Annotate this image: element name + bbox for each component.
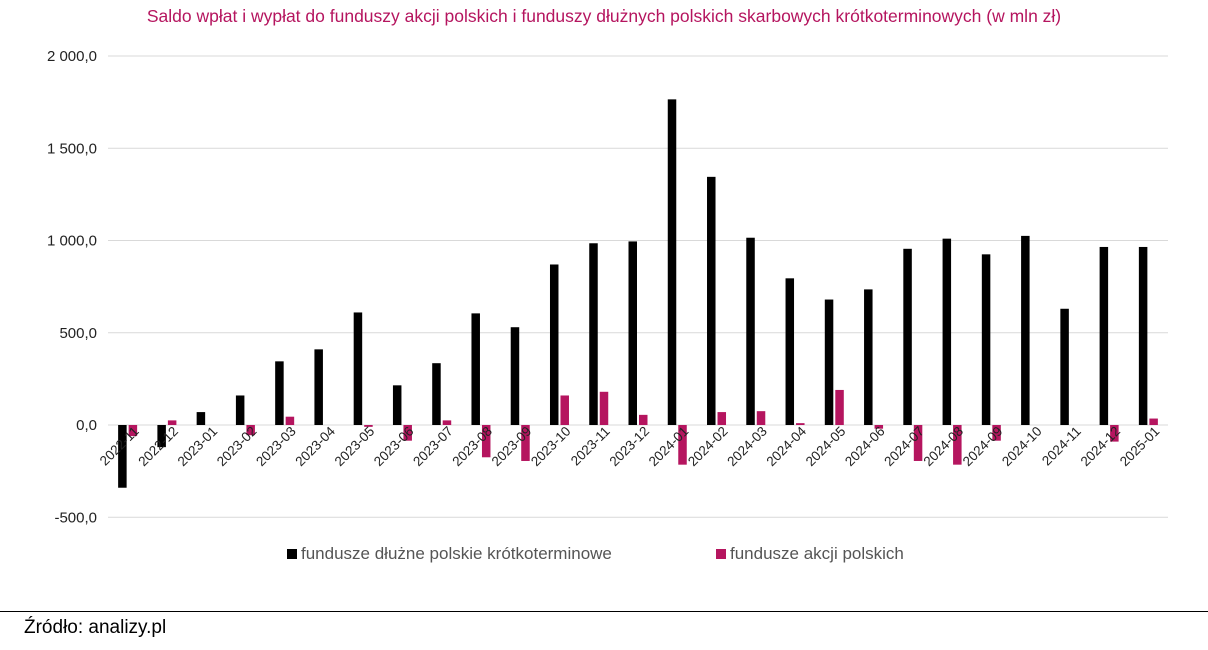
bar-equity-funds — [364, 425, 373, 427]
x-tick-label: 2024-04 — [764, 423, 810, 469]
bar-debt-funds — [864, 289, 873, 425]
bar-debt-funds — [314, 349, 323, 425]
x-tick-label: 2023-06 — [371, 424, 417, 470]
bar-debt-funds — [903, 248, 912, 425]
bar-debt-funds — [942, 238, 952, 425]
x-tick-label: 2024-02 — [685, 424, 731, 470]
bar-debt-funds — [628, 241, 637, 425]
bar-equity-funds — [403, 425, 412, 441]
legend-label: fundusze dłużne polskie krótkoterminowe — [301, 544, 612, 563]
bar-debt-funds — [746, 237, 755, 425]
x-tick-label: 2023-04 — [292, 423, 338, 469]
source-divider — [0, 611, 1208, 612]
bar-debt-funds — [196, 412, 206, 425]
x-tick-label: 2025-01 — [1117, 424, 1163, 470]
bar-debt-funds — [118, 425, 127, 488]
bar-equity-funds — [442, 420, 452, 425]
bar-debt-funds — [275, 361, 284, 425]
x-tick-label: 2023-01 — [175, 424, 221, 470]
x-tick-label: 2023-02 — [214, 424, 260, 470]
bar-debt-funds — [549, 264, 559, 425]
bar-equity-funds — [756, 411, 766, 425]
bar-equity-funds — [913, 425, 923, 461]
gridlines — [108, 55, 1168, 518]
bar-equity-funds — [1110, 425, 1119, 442]
x-tick-label: 2023-12 — [606, 424, 652, 470]
bar-equity-funds — [167, 420, 177, 425]
bar-debt-funds — [1138, 246, 1148, 425]
bar-equity-funds — [717, 412, 727, 425]
y-tick-label: 2 000,0 — [47, 48, 97, 65]
bar-equity-funds — [992, 425, 1001, 441]
y-axis-tick-labels: -500,0 0,0 500,0 1 000,0 1 500,0 2 000,0 — [47, 48, 97, 526]
bar-equity-funds — [560, 395, 569, 425]
y-tick-label: -500,0 — [54, 509, 97, 526]
bar-equity-funds — [128, 425, 138, 437]
legend-swatch — [287, 549, 297, 559]
bar-chart: -500,0 0,0 500,0 1 000,0 1 500,0 2 000,0 2022… — [47, 48, 1168, 563]
bar-debt-funds — [235, 395, 245, 425]
bar-debt-funds — [1021, 235, 1030, 425]
x-tick-label: 2023-11 — [568, 424, 613, 469]
bar-equity-funds — [678, 425, 687, 465]
legend-swatch — [716, 549, 726, 559]
bars — [118, 99, 1158, 488]
x-tick-label: 2023-10 — [528, 424, 574, 470]
source-label: Źródło: analizy.pl — [24, 617, 167, 638]
x-tick-label: 2024-06 — [842, 424, 888, 470]
bar-equity-funds — [246, 425, 255, 436]
bar-debt-funds — [1099, 246, 1109, 425]
y-tick-label: 1 500,0 — [47, 140, 97, 157]
chart-title: Saldo wpłat i wypłat do funduszy akcji p… — [146, 6, 1062, 26]
bar-equity-funds — [285, 416, 295, 425]
bar-debt-funds — [510, 327, 520, 425]
bar-equity-funds — [874, 425, 884, 429]
y-tick-label: 1 000,0 — [47, 233, 97, 250]
bar-debt-funds — [157, 425, 166, 448]
bar-debt-funds — [667, 99, 677, 426]
bar-equity-funds — [796, 423, 805, 425]
bar-debt-funds — [471, 313, 480, 425]
bar-debt-funds — [981, 254, 991, 425]
x-tick-label: 2024-11 — [1039, 424, 1084, 469]
x-tick-label: 2023-03 — [253, 424, 299, 470]
x-tick-label: 2024-03 — [724, 424, 770, 470]
x-tick-label: 2024-12 — [1078, 424, 1124, 470]
y-tick-label: 0,0 — [76, 417, 97, 434]
bar-equity-funds — [521, 425, 530, 461]
bar-debt-funds — [353, 312, 363, 425]
x-tick-label: 2023-05 — [332, 424, 378, 470]
x-tick-label: 2024-05 — [803, 424, 849, 470]
bar-equity-funds — [953, 425, 962, 465]
bar-debt-funds — [824, 299, 834, 425]
x-tick-label: 2023-07 — [410, 424, 456, 470]
bar-debt-funds — [707, 176, 716, 425]
bar-equity-funds — [1149, 418, 1158, 425]
x-tick-label: 2024-10 — [999, 424, 1045, 470]
bar-debt-funds — [432, 363, 441, 425]
legend: fundusze dłużne polskie krótkoterminowe f… — [287, 544, 904, 563]
bar-debt-funds — [785, 278, 795, 425]
x-tick-label: 2024-09 — [960, 424, 1006, 470]
bar-equity-funds — [481, 425, 491, 458]
bar-equity-funds — [835, 389, 844, 425]
bar-equity-funds — [639, 414, 648, 425]
x-axis-tick-labels: 2022-112022-122023-012023-022023-032023-… — [97, 423, 1163, 469]
bar-equity-funds — [599, 391, 609, 425]
y-tick-label: 500,0 — [59, 325, 97, 342]
bar-debt-funds — [589, 243, 598, 425]
bar-debt-funds — [392, 385, 402, 425]
bar-debt-funds — [1060, 308, 1069, 425]
legend-label: fundusze akcji polskich — [730, 544, 904, 563]
